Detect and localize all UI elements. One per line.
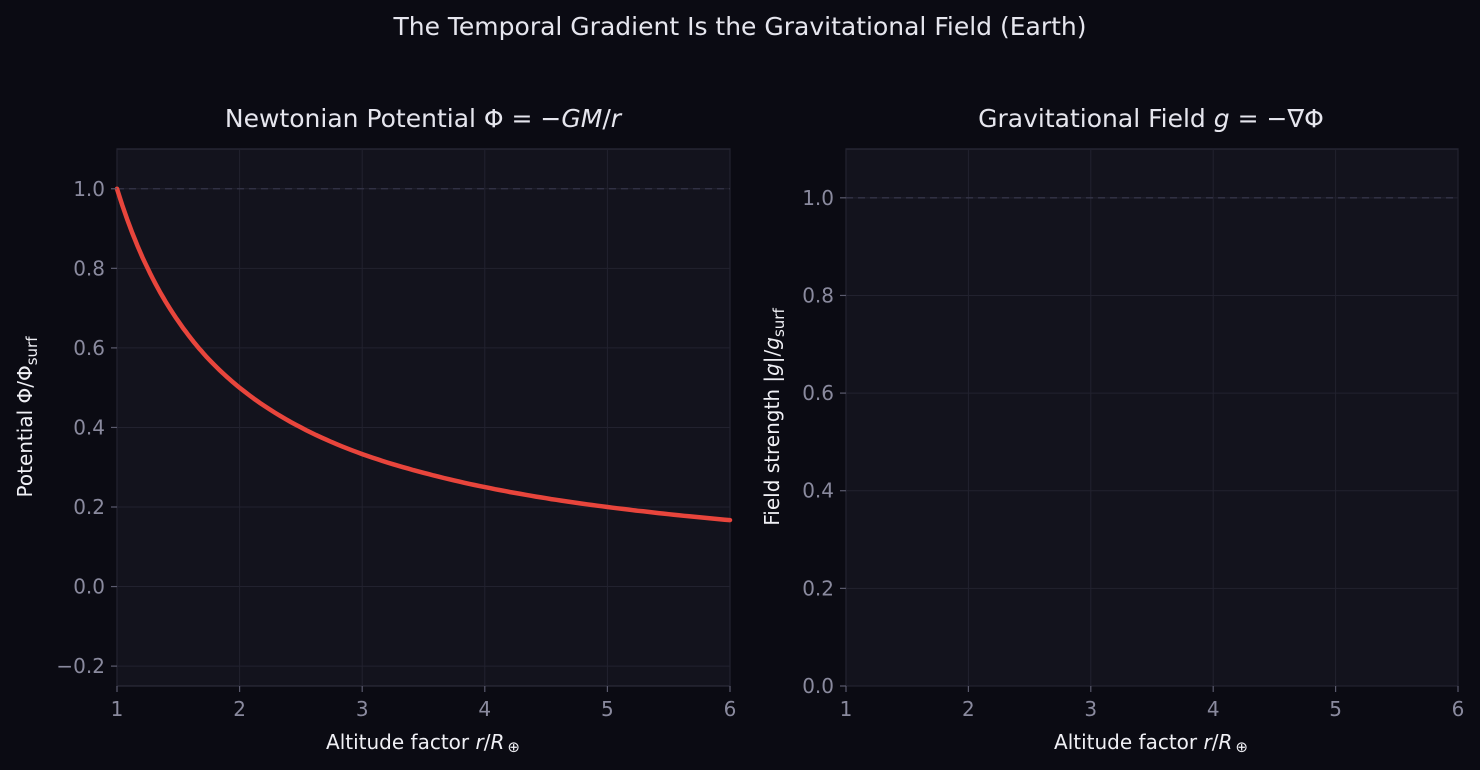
- series-line: [114, 186, 733, 523]
- potential-panel-title: Newtonian Potential Φ = −GM/r: [225, 104, 623, 133]
- y-tick-label: 0.8: [802, 283, 834, 307]
- y-tick-label: 0.4: [802, 479, 834, 503]
- field-panel-title: Gravitational Field g = −∇Φ: [978, 104, 1324, 133]
- field-plot-area: [845, 148, 1459, 687]
- y-tick-label: −0.2: [56, 654, 105, 678]
- potential-series: [114, 186, 733, 523]
- y-tick-label: 0.2: [802, 576, 834, 600]
- y-tick-label: 1.0: [802, 186, 834, 210]
- x-tick-label: 4: [1207, 697, 1220, 721]
- y-tick-label: 0.0: [802, 674, 834, 698]
- x-tick-label: 2: [962, 697, 975, 721]
- x-tick-label: 4: [478, 697, 491, 721]
- y-tick-label: 0.2: [73, 495, 105, 519]
- field-y-ticks: 0.0 0.2 0.4 0.6 0.8 1.0: [802, 186, 846, 698]
- y-tick-label: 0.0: [73, 575, 105, 599]
- x-tick-label: 3: [1084, 697, 1097, 721]
- x-tick-label: 3: [356, 697, 369, 721]
- field-y-axis-label: Field strength |g|/gsurf: [760, 308, 788, 526]
- potential-x-axis-label: Altitude factor r/R ⊕: [326, 730, 520, 756]
- potential-x-ticks: 1 2 3 4 5 6: [111, 686, 737, 721]
- figure-suptitle: The Temporal Gradient Is the Gravitation…: [392, 12, 1086, 41]
- y-tick-label: 0.8: [73, 256, 105, 280]
- field-x-ticks: 1 2 3 4 5 6: [840, 686, 1465, 721]
- x-tick-label: 5: [1329, 697, 1342, 721]
- potential-panel: Newtonian Potential Φ = −GM/r 1 2 3 4 5 6 −0.…: [13, 104, 736, 756]
- x-tick-label: 2: [233, 697, 246, 721]
- y-tick-label: 0.6: [73, 336, 105, 360]
- potential-y-ticks: −0.2 0.0 0.2 0.4 0.6 0.8 1.0: [56, 177, 117, 678]
- x-tick-label: 1: [840, 697, 853, 721]
- potential-plot-area: [116, 148, 731, 687]
- field-grid: [845, 149, 1459, 687]
- potential-y-axis-label: Potential Φ/Φsurf: [13, 336, 41, 498]
- x-tick-label: 5: [601, 697, 614, 721]
- x-tick-label: 6: [724, 697, 737, 721]
- x-tick-label: 1: [111, 697, 124, 721]
- y-tick-label: 1.0: [73, 177, 105, 201]
- field-x-axis-label: Altitude factor r/R ⊕: [1054, 730, 1248, 756]
- y-tick-label: 0.6: [802, 381, 834, 405]
- x-tick-label: 6: [1452, 697, 1465, 721]
- y-tick-label: 0.4: [73, 415, 105, 439]
